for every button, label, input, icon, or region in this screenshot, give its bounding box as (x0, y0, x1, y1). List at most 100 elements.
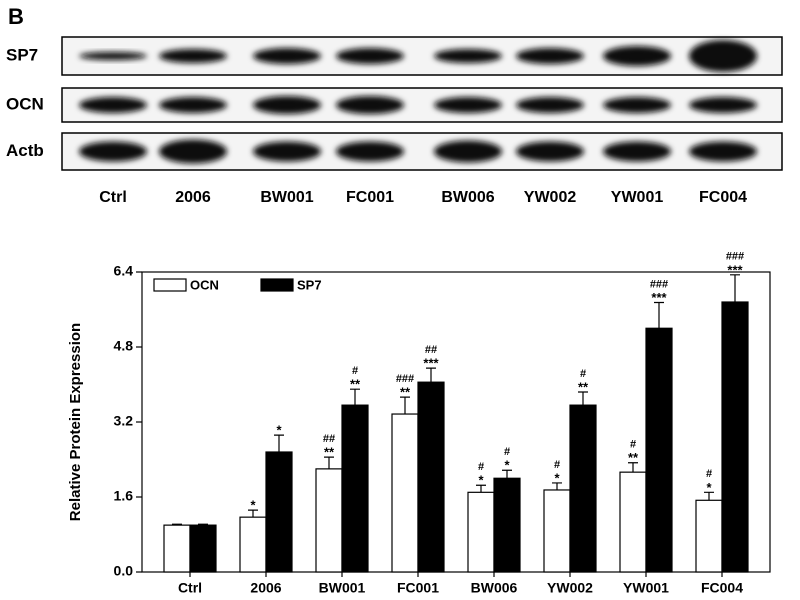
y-tick-label: 6.4 (114, 263, 134, 279)
blot-band (689, 141, 757, 162)
bar (265, 451, 293, 573)
bar (543, 489, 571, 573)
blot-row-label: OCN (6, 94, 44, 113)
blot-band (516, 97, 584, 113)
significance-hashes: # (504, 446, 510, 458)
blot-band (79, 141, 147, 162)
significance-stars: * (554, 470, 560, 485)
legend-swatch (153, 278, 187, 292)
significance-hashes: ### (650, 278, 668, 290)
y-tick-label: 3.2 (114, 413, 134, 429)
legend-swatch (260, 278, 294, 292)
error-bar (426, 367, 436, 383)
significance-hashes: # (630, 439, 636, 451)
significance-hashes: # (706, 468, 712, 480)
blot-band (603, 141, 671, 162)
blot-lane-label: YW001 (611, 189, 664, 206)
error-bar (704, 491, 714, 501)
significance-stars: * (504, 458, 510, 473)
error-bar (198, 523, 208, 526)
blot-band (336, 96, 404, 114)
y-axis-label: Relative Protein Expression (67, 323, 84, 521)
blot-band (689, 40, 757, 72)
error-bar (502, 469, 512, 479)
blot-band (689, 97, 757, 113)
bar (239, 516, 267, 573)
blot-band (253, 48, 321, 64)
y-tick-label: 1.6 (114, 488, 134, 504)
blot-band (336, 48, 404, 64)
significance-stars: * (250, 498, 256, 513)
significance-hashes: ### (396, 373, 414, 385)
error-bar (628, 462, 638, 473)
blot-band (336, 141, 404, 162)
blot-band (603, 46, 671, 66)
significance-stars: ** (350, 377, 361, 392)
blot-band (159, 139, 227, 164)
bar (569, 404, 597, 573)
bar (493, 477, 521, 573)
blot-band (516, 48, 584, 64)
blot-band (434, 140, 502, 163)
error-bar (350, 388, 360, 406)
error-bar (730, 274, 740, 302)
x-tick-label: 2006 (250, 580, 281, 596)
error-bar (654, 301, 664, 329)
error-bar (274, 434, 284, 452)
blot-band (253, 141, 321, 162)
bar (189, 524, 217, 573)
blot-band (159, 97, 227, 113)
x-tick-label: BW001 (319, 580, 366, 596)
blot-band (79, 52, 147, 60)
x-tick-label: FC001 (397, 580, 439, 596)
blot-band (159, 49, 227, 63)
blot-lane-label: BW006 (441, 189, 494, 206)
blot-lane-label: 2006 (175, 189, 211, 206)
blot-lane-label: FC004 (699, 189, 747, 206)
bar (341, 404, 369, 573)
blot-band (253, 96, 321, 114)
blot-row-label: SP7 (6, 45, 38, 64)
significance-hashes: # (554, 459, 560, 471)
panel-label: B (8, 4, 24, 29)
significance-hashes: ## (323, 433, 335, 445)
blot-lane-label: FC001 (346, 189, 394, 206)
significance-stars: *** (651, 290, 667, 305)
significance-hashes: # (352, 365, 358, 377)
legend-label: OCN (190, 277, 219, 292)
blot-lane-label: YW002 (524, 189, 577, 206)
significance-hashes: ### (726, 251, 744, 263)
blot-row-label: Actb (6, 141, 44, 160)
bar (417, 381, 445, 573)
legend-label: SP7 (297, 277, 322, 292)
bar (315, 468, 343, 573)
blot-band (603, 97, 671, 113)
significance-stars: *** (727, 262, 743, 277)
bar (391, 413, 419, 573)
error-bar (248, 509, 258, 518)
bar (619, 471, 647, 573)
error-bar (578, 391, 588, 406)
bar (467, 491, 495, 573)
blot-band (79, 97, 147, 113)
y-tick-label: 0.0 (114, 563, 134, 579)
x-tick-label: YW002 (547, 580, 593, 596)
significance-hashes: # (580, 368, 586, 380)
bar (695, 499, 723, 573)
blot-band (434, 97, 502, 113)
bar (645, 327, 673, 573)
error-bar (172, 523, 182, 526)
blot-lane-label: BW001 (260, 189, 313, 206)
plot-frame (141, 271, 771, 573)
x-tick-label: BW006 (471, 580, 518, 596)
significance-hashes: ## (425, 344, 437, 356)
blot-band (516, 141, 584, 162)
x-tick-label: Ctrl (178, 580, 202, 596)
blot-lane-label: Ctrl (99, 189, 127, 206)
significance-stars: * (276, 423, 282, 438)
blot-band (434, 49, 502, 63)
x-tick-label: FC004 (701, 580, 743, 596)
significance-hashes: # (478, 461, 484, 473)
significance-stars: *** (423, 356, 439, 371)
